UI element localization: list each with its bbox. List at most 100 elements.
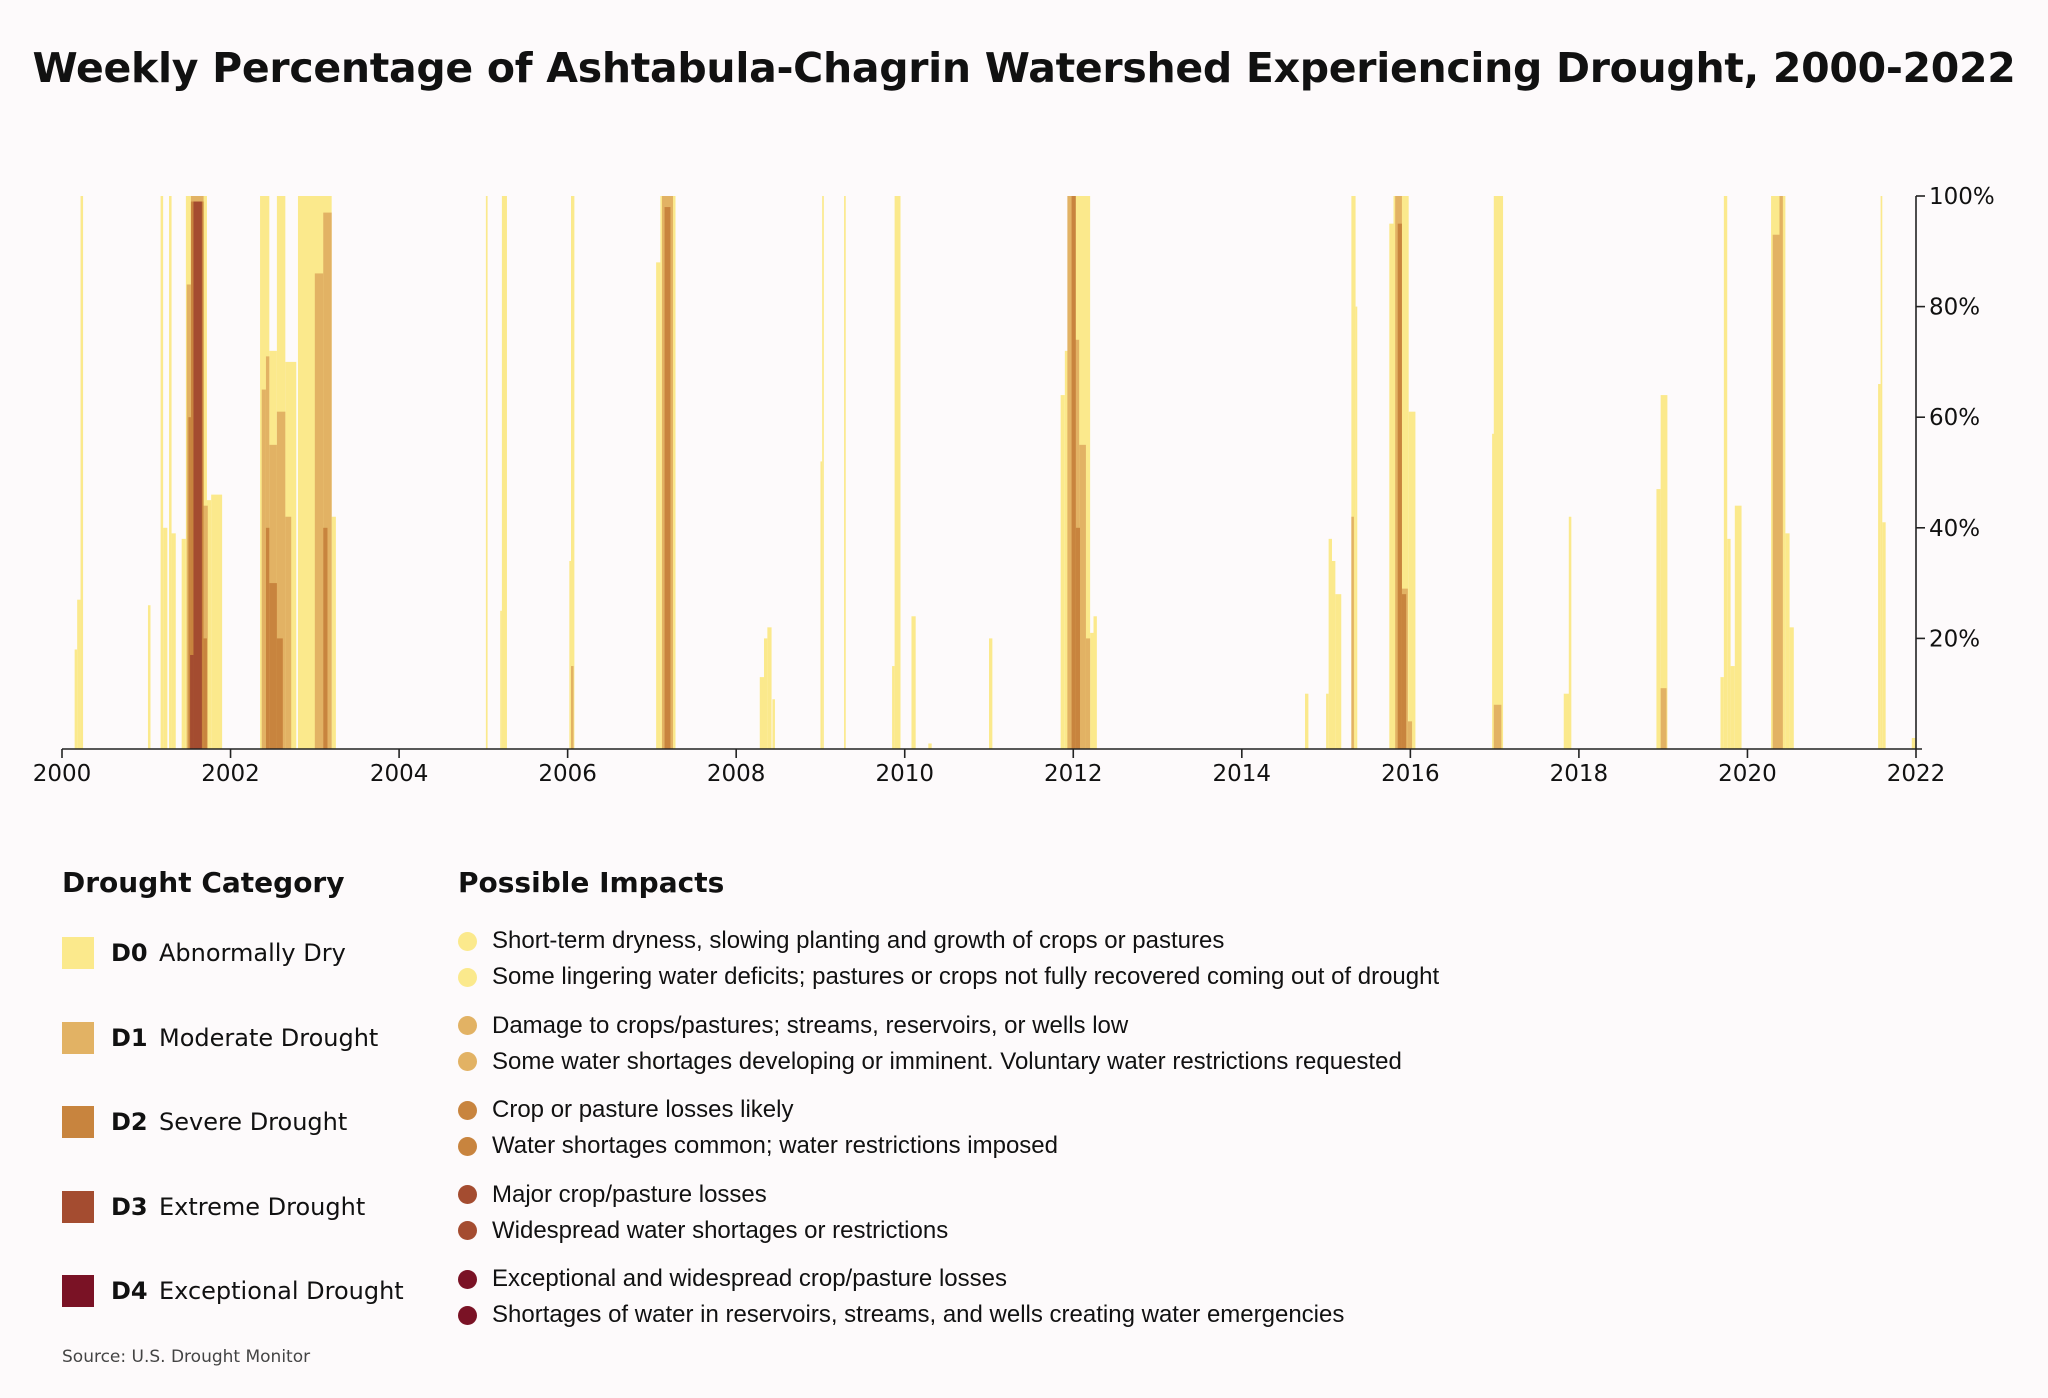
legend-label: Abnormally Dry xyxy=(159,939,346,967)
series-D3 xyxy=(190,201,202,749)
bar-D1 xyxy=(571,666,574,749)
legend-category-d0: D0 Abnormally Dry xyxy=(62,936,346,970)
y-tick-label: 100% xyxy=(1929,184,1995,210)
bar-D0 xyxy=(500,610,502,749)
x-tick-label: 2002 xyxy=(201,761,260,787)
impact-item: Short-term dryness, slowing planting and… xyxy=(458,926,1224,956)
x-tick-label: 2016 xyxy=(1381,761,1440,787)
legend-category-d3: D3 Extreme Drought xyxy=(62,1190,365,1224)
bar-D0 xyxy=(1563,693,1571,749)
y-tick-label: 20% xyxy=(1929,626,1980,652)
bar-D0 xyxy=(928,743,932,749)
bar-D0 xyxy=(1355,306,1358,749)
bar-D1 xyxy=(1085,638,1091,749)
impact-item: Some water shortages developing or immin… xyxy=(458,1047,1402,1077)
bar-D0 xyxy=(331,516,336,749)
legend-label: Severe Drought xyxy=(159,1108,348,1136)
bar-D2 xyxy=(203,638,207,749)
bar-D0 xyxy=(1328,538,1332,749)
impact-text: Major crop/pasture losses xyxy=(492,1180,767,1208)
bar-D1 xyxy=(261,389,266,749)
bar-D0 xyxy=(892,666,895,749)
bar-D1 xyxy=(1660,688,1667,749)
impact-text: Some water shortages developing or immin… xyxy=(492,1047,1402,1075)
bar-D0 xyxy=(1723,196,1728,749)
impact-text: Shortages of water in reservoirs, stream… xyxy=(492,1301,1345,1328)
bar-D0 xyxy=(1878,384,1881,749)
impact-dot-icon xyxy=(458,967,477,987)
drought-chart: 2000 2002 2004 2006 2008 2010 2012 2014 2016 2018… xyxy=(33,184,1995,787)
bar-D0 xyxy=(147,605,151,749)
bar-D0 xyxy=(1730,666,1735,749)
impact-dot-icon xyxy=(458,931,477,951)
bar-D0 xyxy=(1911,737,1916,749)
bar-D2 xyxy=(1071,196,1076,749)
impact-text: Damage to crops/pastures; streams, reser… xyxy=(492,1011,1129,1039)
bar-D1 xyxy=(1067,196,1074,749)
bar-D0 xyxy=(1326,693,1329,749)
bar-D0 xyxy=(1064,350,1070,749)
categories-heading: Drought Category xyxy=(62,866,345,899)
x-tick-label: 2000 xyxy=(33,761,92,787)
x-tick-label: 2008 xyxy=(707,761,766,787)
impact-dot-icon xyxy=(458,1221,477,1240)
bar-D0 xyxy=(844,196,846,749)
bar-D1 xyxy=(1079,444,1086,749)
impact-dot-icon xyxy=(458,1305,477,1325)
bar-D2 xyxy=(265,527,270,749)
bar-D2 xyxy=(664,207,671,749)
impact-item: Widespread water shortages or restrictio… xyxy=(458,1216,948,1246)
bar-D0 xyxy=(763,638,768,749)
legend-code: D1 xyxy=(111,1023,148,1052)
bar-D0 xyxy=(1720,677,1724,749)
bar-D0 xyxy=(181,538,186,749)
series-D0 xyxy=(74,196,1916,749)
x-tick-label: 2014 xyxy=(1213,761,1272,787)
impact-text: Water shortages common; water restrictio… xyxy=(492,1132,1058,1159)
impact-dot-icon xyxy=(458,1100,477,1120)
impact-dot-icon xyxy=(458,1185,477,1204)
bar-D0 xyxy=(74,649,78,749)
bar-D0 xyxy=(772,699,775,749)
series-D1 xyxy=(186,196,1783,750)
legend-category-d2: D2 Severe Drought xyxy=(62,1105,347,1139)
bar-D2 xyxy=(276,638,283,749)
legend-code: D0 xyxy=(111,939,148,967)
bar-D0 xyxy=(759,677,764,749)
bar-D0 xyxy=(80,196,84,749)
impact-text: Exceptional and widespread crop/pasture … xyxy=(492,1265,1007,1292)
bar-D0 xyxy=(911,616,916,749)
legend-swatch xyxy=(62,1021,94,1054)
bar-D3 xyxy=(193,201,202,749)
bar-D2 xyxy=(323,527,328,749)
bar-D0 xyxy=(1090,632,1094,749)
legend-label: Moderate Drought xyxy=(159,1023,379,1052)
impact-item: Crop or pasture losses likely xyxy=(458,1095,793,1125)
legend-code: D4 xyxy=(111,1277,148,1305)
bar-D0 xyxy=(1880,196,1883,749)
bar-D0 xyxy=(1660,395,1668,749)
impact-item: Shortages of water in reservoirs, stream… xyxy=(458,1300,1344,1330)
bar-D1 xyxy=(276,411,286,749)
bar-D0 xyxy=(989,638,993,749)
legend-swatch xyxy=(62,1190,94,1223)
bar-D1 xyxy=(1779,196,1783,749)
impact-text: Widespread water shortages or restrictio… xyxy=(492,1216,949,1244)
bar-D0 xyxy=(163,527,168,749)
bar-D0 xyxy=(206,500,212,749)
y-tick-label: 80% xyxy=(1929,295,1980,321)
legend-swatch xyxy=(62,937,94,969)
bar-D0 xyxy=(1351,196,1356,749)
bar-D2 xyxy=(1397,223,1402,749)
bar-D0 xyxy=(822,196,824,749)
bar-D0 xyxy=(569,560,572,749)
impact-text: Short-term dryness, slowing planting and… xyxy=(492,927,1225,954)
bar-D1 xyxy=(1351,516,1354,749)
bar-D0 xyxy=(1734,505,1742,749)
bar-D0 xyxy=(501,196,507,749)
impact-item: Major crop/pasture losses xyxy=(458,1180,767,1210)
impact-dot-icon xyxy=(458,1052,477,1071)
bar-D0 xyxy=(1493,196,1504,749)
bar-D1 xyxy=(1772,234,1780,749)
bar-D1 xyxy=(323,212,332,750)
